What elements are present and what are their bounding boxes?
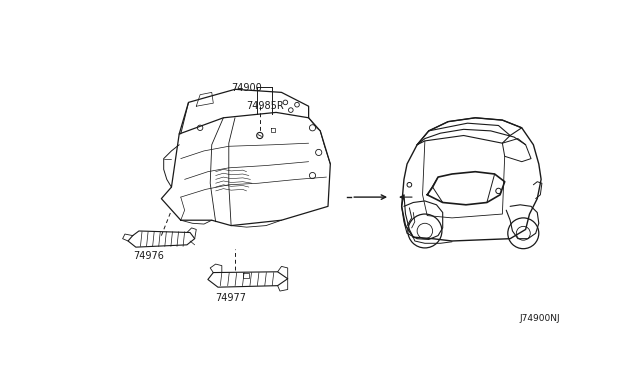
Text: 74977: 74977 (216, 293, 246, 302)
Text: 74985R: 74985R (246, 101, 284, 111)
Text: 74900: 74900 (231, 83, 262, 93)
Text: 74976: 74976 (132, 251, 164, 261)
Text: J74900NJ: J74900NJ (520, 314, 561, 323)
